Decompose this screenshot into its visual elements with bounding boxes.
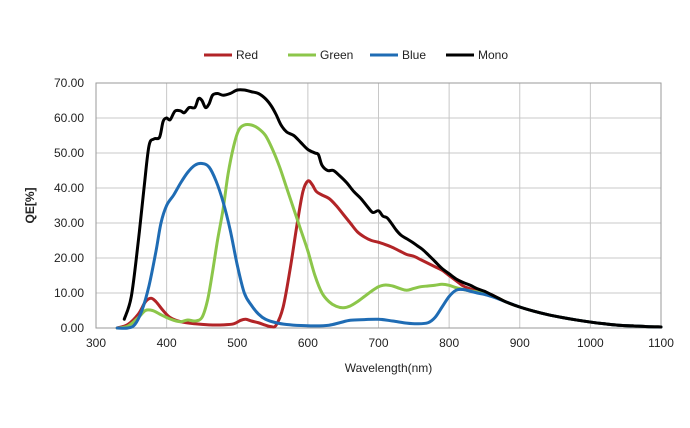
series-lines bbox=[115, 88, 663, 330]
x-tick-label: 500 bbox=[227, 336, 247, 350]
y-axis-tick-labels: 0.00 10.00 20.00 30.00 40.00 50.00 60.00 70.00 bbox=[54, 76, 84, 335]
legend-label-mono: Mono bbox=[478, 48, 508, 62]
legend-label-red: Red bbox=[236, 48, 258, 62]
series-line-green bbox=[115, 122, 663, 330]
plot-area-border bbox=[95, 82, 662, 329]
y-tick-label: 60.00 bbox=[54, 111, 84, 125]
series-line-red bbox=[115, 179, 663, 330]
legend-label-green: Green bbox=[320, 48, 353, 62]
y-tick-label: 0.00 bbox=[61, 321, 85, 335]
x-tick-label: 1000 bbox=[577, 336, 604, 350]
y-axis-title: QE[%] bbox=[23, 187, 37, 223]
y-tick-label: 20.00 bbox=[54, 251, 84, 265]
y-tick-label: 70.00 bbox=[54, 76, 84, 90]
x-axis-tick-labels: 300 400 500 600 700 800 900 1000 1100 bbox=[86, 336, 674, 350]
x-tick-label: 300 bbox=[86, 336, 106, 350]
legend: Red Green Blue Mono bbox=[204, 48, 508, 62]
x-axis-title: Wavelength(nm) bbox=[345, 361, 433, 375]
y-tick-label: 40.00 bbox=[54, 181, 84, 195]
x-tick-label: 700 bbox=[368, 336, 388, 350]
x-tick-label: 900 bbox=[510, 336, 530, 350]
legend-label-blue: Blue bbox=[402, 48, 426, 62]
series-line-mono bbox=[122, 88, 663, 329]
y-tick-label: 50.00 bbox=[54, 146, 84, 160]
x-tick-label: 1100 bbox=[648, 336, 674, 350]
vertical-gridlines bbox=[95, 83, 662, 328]
y-tick-label: 30.00 bbox=[54, 216, 84, 230]
x-tick-label: 800 bbox=[439, 336, 459, 350]
x-tick-label: 600 bbox=[298, 336, 318, 350]
y-tick-label: 10.00 bbox=[54, 286, 84, 300]
x-tick-label: 400 bbox=[157, 336, 177, 350]
